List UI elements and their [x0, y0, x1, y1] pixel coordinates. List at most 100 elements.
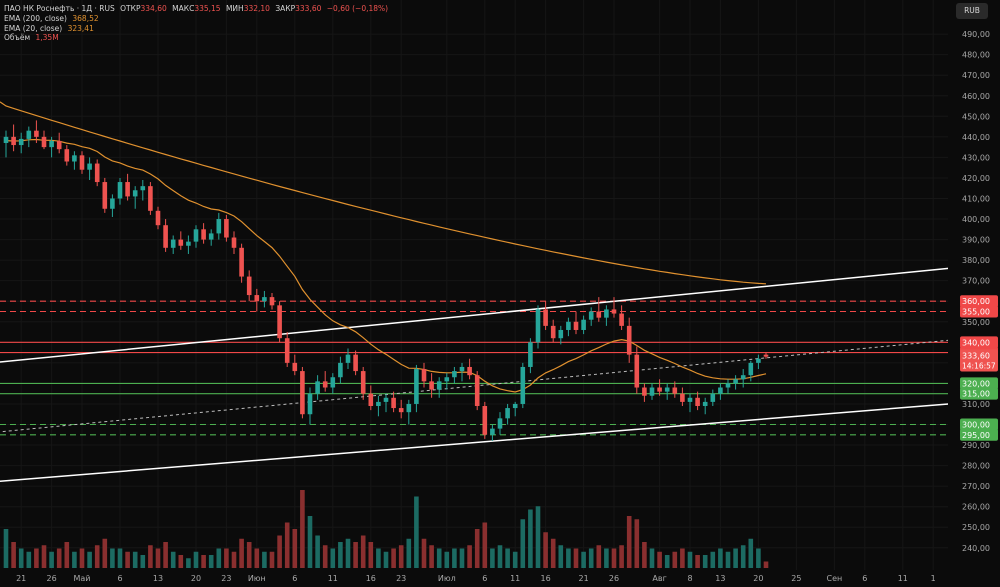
time-tick-label: 25	[791, 574, 801, 583]
volume-bar	[528, 509, 533, 568]
volume-bar	[740, 545, 746, 568]
legend-ema200-row[interactable]: EMA (200, close) 368,52	[4, 14, 388, 24]
candle-body	[406, 403, 412, 413]
time-tick-label: Июл	[438, 574, 456, 583]
time-tick-label: 11	[898, 574, 908, 583]
candle-body	[459, 366, 465, 372]
candle-body	[338, 362, 343, 378]
candle-body	[664, 387, 670, 392]
ema200-value: 368,52	[72, 13, 99, 23]
candle-body	[300, 371, 305, 415]
volume-bar	[132, 551, 138, 568]
trend-channel[interactable]	[0, 267, 949, 483]
volume-bar	[725, 551, 731, 568]
volume-bar	[452, 548, 457, 568]
candle-body	[132, 190, 138, 197]
candle-body	[748, 362, 754, 376]
volume-bar	[748, 538, 754, 568]
currency-button[interactable]: RUB	[956, 3, 988, 19]
volume-bar	[497, 545, 503, 568]
time-tick-label: 26	[47, 574, 57, 583]
volume-bar	[543, 532, 548, 568]
candle-body	[262, 297, 267, 302]
time-tick-label: 6	[482, 574, 487, 583]
candle-body	[680, 393, 685, 402]
volume-bar	[756, 548, 761, 568]
close-value: 333,60	[295, 4, 322, 13]
candle-body	[566, 321, 571, 330]
time-axis[interactable]: 21 26 Май 6 13 20 23 Июн 6 11 16 23 Июл 6 11 16 21 26 Авг 8…	[0, 570, 948, 587]
volume-bar	[642, 542, 647, 568]
volume-bar	[269, 551, 275, 568]
volume-bar	[512, 551, 518, 568]
volume-bar	[360, 535, 366, 568]
candle-body	[239, 247, 244, 277]
price-tick-label: 240,00	[962, 544, 990, 553]
volume-bar	[398, 545, 404, 568]
candle-body	[79, 155, 85, 170]
volume-bar	[262, 551, 267, 568]
volume-bar	[330, 548, 336, 568]
candle-body	[34, 130, 39, 137]
volume-bar	[414, 496, 419, 568]
open-value: 334,60	[140, 4, 167, 13]
time-tick-label: 16	[366, 574, 376, 583]
time-tick-label: 11	[510, 574, 520, 583]
price-tick-label: 480,00	[962, 51, 990, 60]
last-price-label: 333,60	[962, 351, 990, 360]
level-price-tag	[960, 418, 998, 431]
candle-body	[41, 136, 47, 148]
price-tick-label: 420,00	[962, 174, 990, 183]
time-tick-label: 16	[541, 574, 551, 583]
horizontal-levels[interactable]	[0, 300, 948, 436]
symbol-title[interactable]: ПАО НК Роснефть · 1Д · RUS	[4, 4, 115, 13]
volume-bar	[467, 545, 472, 568]
volume-bar	[94, 545, 100, 568]
candle-body	[444, 377, 450, 382]
level-price-label: 340,00	[962, 338, 990, 347]
open-label: ОТКР	[120, 4, 141, 13]
volume-bar	[208, 555, 214, 568]
candle-body	[254, 295, 260, 302]
price-tick-label: 310,00	[962, 400, 990, 409]
level-price-label: 315,00	[962, 390, 990, 399]
level-price-label: 360,00	[962, 297, 990, 306]
candle-body	[756, 358, 761, 363]
volume-bar	[588, 548, 594, 568]
time-tick-label: 20	[191, 574, 201, 583]
chart-legend: ПАО НК Роснефть · 1Д · RUS ОТКР334,60 МА…	[4, 4, 388, 43]
level-price-tag	[960, 428, 998, 441]
time-tick-label: Май	[73, 574, 90, 583]
change-value: −0,60 (−0,18%)	[326, 4, 389, 13]
candle-body	[163, 225, 168, 248]
channel-mid-line	[0, 339, 949, 433]
time-tick-label: Июн	[248, 574, 266, 583]
price-tick-label: 410,00	[962, 194, 990, 203]
volume-bar	[368, 542, 374, 568]
legend-volume-row[interactable]: Объём 1,35M	[4, 33, 388, 43]
volume-bar	[254, 548, 260, 568]
price-tick-label: 390,00	[962, 236, 990, 245]
high-label: МАКС	[172, 4, 195, 13]
legend-ema20-row[interactable]: EMA (20, close) 323,41	[4, 24, 388, 34]
price-axis[interactable]: 240,00 250,00 260,00 270,00 280,00 290,00 300,…	[948, 0, 1000, 587]
candle-body	[345, 354, 351, 363]
time-tick-label: 8	[687, 574, 692, 583]
volume-bar	[436, 548, 442, 568]
candle-body	[558, 329, 564, 339]
volume-bar	[558, 545, 564, 568]
low-value: 332,10	[243, 4, 270, 13]
candle-body	[763, 354, 769, 357]
time-tick-label: 11	[328, 574, 338, 583]
volume-bar	[102, 538, 108, 568]
volume-bar	[186, 558, 191, 568]
volume-bar	[619, 545, 624, 568]
candle-body	[535, 309, 541, 343]
volume-bar	[680, 548, 685, 568]
price-tick-label: 450,00	[962, 112, 990, 121]
volume-bar	[41, 545, 47, 568]
candle-body	[277, 305, 282, 339]
volume-bar	[634, 519, 640, 568]
level-price-label: 295,00	[962, 431, 990, 440]
